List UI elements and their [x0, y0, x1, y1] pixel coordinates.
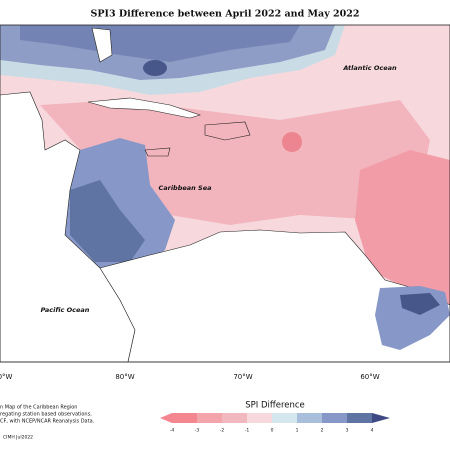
colorbar-cell — [322, 413, 347, 423]
footnote-line: regating station based observations, — [0, 412, 92, 418]
longitude-label: 0°W — [0, 373, 13, 381]
longitude-label: 70°W — [233, 373, 252, 381]
longitude-label: 80°W — [115, 373, 134, 381]
colorbar-tick-label: 3 — [346, 428, 349, 434]
colorbar-cell — [222, 413, 247, 423]
south-america-land — [99, 229, 450, 363]
colorbar-tick-label: 1 — [296, 428, 299, 434]
title: SPI3 Difference between April 2022 and M… — [91, 9, 360, 20]
colorbar-cell — [247, 413, 272, 423]
colorbar-cell — [172, 413, 197, 423]
map-frame — [0, 24, 450, 363]
footnote-credit: CIMH Jul2022 — [3, 435, 33, 441]
longitude-label: 60°W — [360, 373, 379, 381]
colorbar-cell — [347, 413, 372, 423]
strong-dry-spot — [282, 132, 302, 152]
ocean-label: Atlantic Ocean — [342, 64, 397, 72]
strong-wet-zone — [70, 180, 145, 262]
footnote-line: CF, with NCEP/NCAR Reanalysis Data. — [0, 419, 95, 425]
colorbar-tick-label: 4 — [371, 428, 374, 434]
strong-dry-zone — [355, 150, 450, 310]
guyana-strong-wet — [400, 293, 440, 315]
jamaica-outline — [144, 147, 171, 157]
colorbar-cell — [297, 413, 322, 423]
colorbar — [160, 413, 390, 423]
legend-title: SPI Difference — [245, 401, 305, 411]
darkest-blue-zone — [143, 60, 167, 76]
colorbar-cell — [197, 413, 222, 423]
cuba-land — [87, 97, 201, 119]
dark-blue-zone — [20, 25, 300, 62]
colorbar-tick-label: 0 — [271, 428, 274, 434]
colorbar-tick-label: -2 — [220, 428, 225, 434]
florida-land — [91, 27, 113, 63]
colorbar-tick-label: -4 — [170, 428, 175, 434]
sea-label: Caribbean Sea — [158, 184, 211, 192]
ocean-label: Pacific Ocean — [41, 306, 90, 314]
colorbar-end — [160, 413, 172, 423]
colorbar-tick-label: -1 — [245, 428, 250, 434]
colorbar-tick-label: -3 — [195, 428, 200, 434]
footnote-line: n Map of the Caribbean Region — [0, 405, 77, 411]
hispaniola-land — [204, 121, 251, 141]
colorbar-tick-label: 2 — [321, 428, 324, 434]
map-area: Atlantic Ocean Caribbean Sea Pacific Oce… — [0, 24, 450, 363]
colorbar-end — [372, 413, 390, 423]
colorbar-cell — [272, 413, 297, 423]
